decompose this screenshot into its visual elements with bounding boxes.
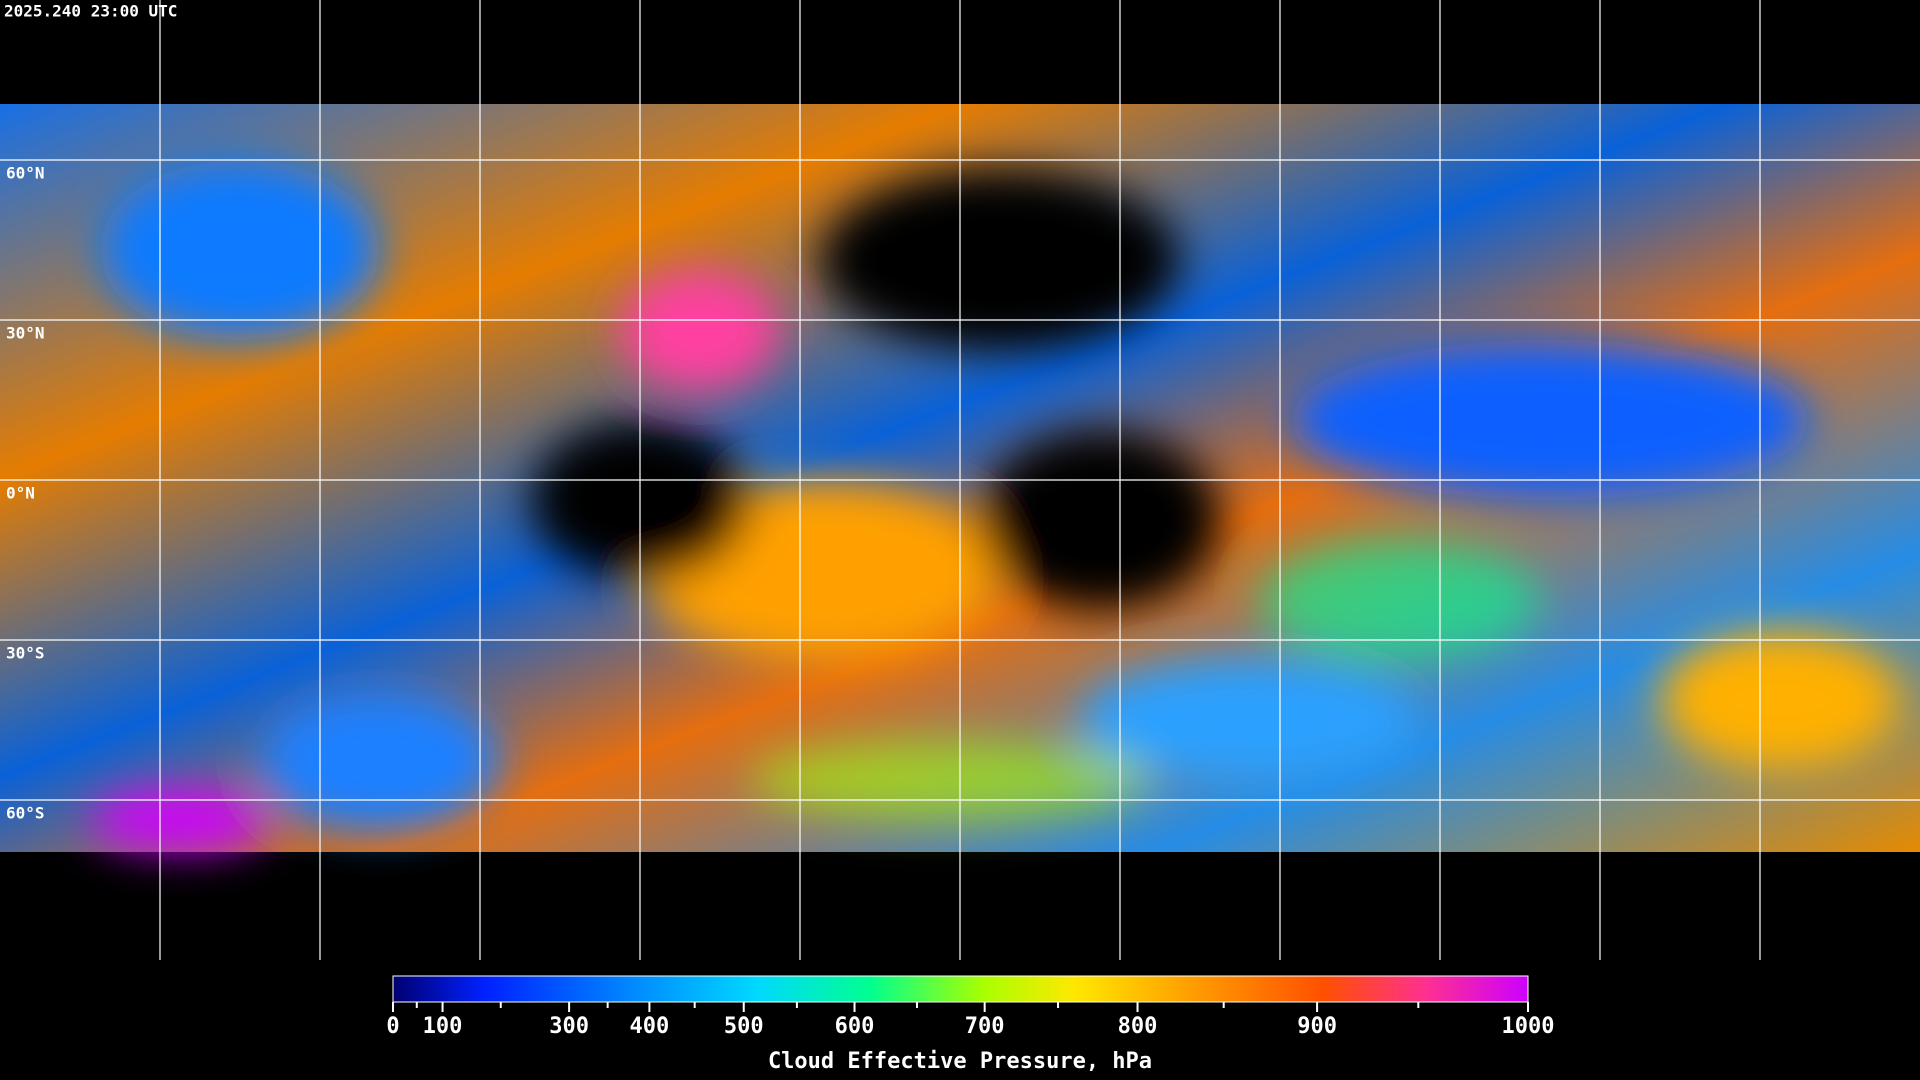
colorbar [392, 975, 1529, 1003]
colorbar-tick-label: 600 [835, 1014, 875, 1039]
colorbar-tick-label: 700 [965, 1014, 1005, 1039]
timestamp: 2025.240 23:00 UTC [4, 2, 177, 21]
latitude-label: 60°S [6, 804, 45, 823]
latitude-label: 30°S [6, 644, 45, 663]
colorbar-tick-label: 400 [630, 1014, 670, 1039]
latitude-label: 30°N [6, 324, 45, 343]
latitude-label: 60°N [6, 164, 45, 183]
latitude-label: 0°N [6, 484, 35, 503]
colorbar-tick-label: 500 [724, 1014, 764, 1039]
colorbar-tick-label: 0 [386, 1014, 399, 1039]
colorbar-tick-label: 900 [1297, 1014, 1337, 1039]
colorbar-tick-label: 800 [1118, 1014, 1158, 1039]
colorbar-tick-label: 300 [549, 1014, 589, 1039]
graticule: 60°N 30°N 0°N 30°S 60°S [0, 0, 1920, 960]
colorbar-tick-label: 1000 [1502, 1014, 1555, 1039]
colorbar-tick-label: 100 [423, 1014, 463, 1039]
colorbar-label: Cloud Effective Pressure, hPa [768, 1049, 1152, 1074]
